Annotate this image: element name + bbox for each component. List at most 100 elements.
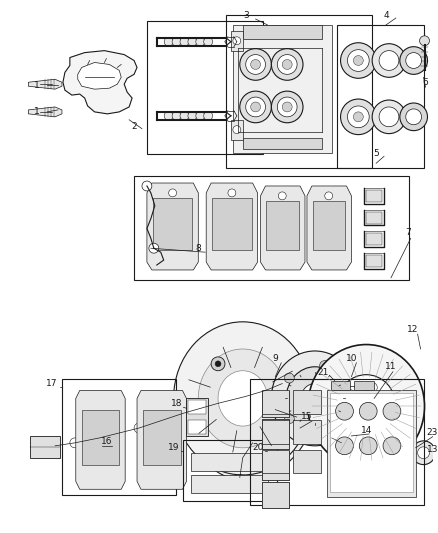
Bar bbox=[187, 398, 208, 436]
Bar bbox=[354, 381, 374, 391]
Text: 15: 15 bbox=[301, 411, 313, 421]
Bar bbox=[153, 198, 192, 250]
Circle shape bbox=[251, 60, 261, 69]
Circle shape bbox=[204, 111, 212, 120]
Ellipse shape bbox=[173, 322, 312, 475]
Circle shape bbox=[215, 361, 221, 367]
Bar bbox=[293, 391, 321, 414]
Circle shape bbox=[284, 373, 294, 383]
Bar bbox=[191, 453, 268, 471]
Circle shape bbox=[359, 402, 377, 420]
Bar bbox=[327, 391, 416, 497]
Bar bbox=[243, 25, 322, 39]
Ellipse shape bbox=[308, 344, 424, 468]
Circle shape bbox=[196, 111, 205, 120]
Text: 20: 20 bbox=[252, 443, 263, 453]
Circle shape bbox=[282, 60, 292, 69]
Circle shape bbox=[353, 55, 363, 66]
Text: 1: 1 bbox=[34, 80, 40, 90]
Circle shape bbox=[284, 414, 294, 424]
Circle shape bbox=[379, 107, 399, 127]
Circle shape bbox=[188, 37, 197, 46]
Bar bbox=[366, 212, 382, 223]
Bar bbox=[261, 423, 289, 449]
Text: 17: 17 bbox=[46, 379, 58, 388]
Text: 7: 7 bbox=[405, 228, 410, 237]
Polygon shape bbox=[63, 51, 137, 114]
Text: 16: 16 bbox=[101, 438, 112, 446]
Circle shape bbox=[412, 441, 435, 465]
Circle shape bbox=[233, 126, 241, 134]
Text: 19: 19 bbox=[168, 443, 179, 453]
Bar bbox=[366, 190, 382, 202]
Circle shape bbox=[277, 54, 297, 74]
Bar bbox=[261, 482, 289, 508]
Text: 10: 10 bbox=[346, 354, 357, 364]
Circle shape bbox=[240, 91, 272, 123]
Polygon shape bbox=[147, 183, 198, 270]
Circle shape bbox=[420, 36, 430, 46]
Bar bbox=[261, 423, 289, 449]
Text: 13: 13 bbox=[427, 445, 438, 454]
Bar bbox=[191, 475, 268, 493]
Bar bbox=[261, 419, 289, 445]
Circle shape bbox=[406, 53, 421, 68]
Polygon shape bbox=[76, 391, 125, 489]
Bar bbox=[250, 378, 424, 505]
Text: 9: 9 bbox=[272, 354, 278, 364]
Text: 18: 18 bbox=[171, 399, 182, 408]
Text: 11: 11 bbox=[385, 362, 397, 372]
Bar bbox=[30, 436, 60, 458]
Circle shape bbox=[172, 111, 181, 120]
Ellipse shape bbox=[272, 351, 358, 446]
Circle shape bbox=[180, 111, 189, 120]
Circle shape bbox=[228, 189, 236, 197]
Ellipse shape bbox=[336, 375, 396, 438]
Circle shape bbox=[211, 357, 225, 371]
Circle shape bbox=[400, 47, 427, 74]
Circle shape bbox=[336, 402, 353, 420]
Bar bbox=[313, 201, 346, 250]
Bar bbox=[331, 381, 350, 391]
Circle shape bbox=[347, 50, 369, 71]
Circle shape bbox=[282, 102, 292, 112]
Circle shape bbox=[383, 437, 401, 455]
Bar bbox=[261, 391, 289, 414]
Bar bbox=[184, 440, 277, 501]
Ellipse shape bbox=[286, 367, 343, 430]
Circle shape bbox=[251, 102, 261, 112]
Circle shape bbox=[196, 37, 205, 46]
Circle shape bbox=[240, 49, 272, 80]
Circle shape bbox=[233, 37, 241, 45]
Bar bbox=[82, 410, 119, 465]
Polygon shape bbox=[78, 62, 121, 89]
Circle shape bbox=[180, 37, 189, 46]
Circle shape bbox=[134, 423, 144, 433]
Ellipse shape bbox=[198, 349, 287, 448]
Bar bbox=[261, 455, 289, 480]
Circle shape bbox=[341, 99, 376, 135]
Text: 8: 8 bbox=[195, 244, 201, 253]
Circle shape bbox=[359, 437, 377, 455]
Circle shape bbox=[345, 390, 355, 400]
Circle shape bbox=[277, 97, 297, 117]
Bar bbox=[261, 420, 289, 444]
Text: 14: 14 bbox=[360, 425, 372, 434]
Circle shape bbox=[347, 106, 369, 128]
Ellipse shape bbox=[351, 391, 381, 422]
Bar bbox=[143, 410, 180, 465]
Circle shape bbox=[232, 474, 247, 490]
Circle shape bbox=[417, 447, 430, 459]
Text: 3: 3 bbox=[243, 11, 249, 20]
Bar bbox=[261, 450, 289, 473]
Circle shape bbox=[272, 91, 303, 123]
Bar bbox=[293, 420, 321, 444]
Circle shape bbox=[320, 360, 329, 370]
Circle shape bbox=[172, 37, 181, 46]
Circle shape bbox=[70, 438, 80, 448]
Circle shape bbox=[188, 111, 197, 120]
Circle shape bbox=[164, 111, 173, 120]
Bar bbox=[231, 120, 243, 140]
Circle shape bbox=[372, 44, 406, 77]
Circle shape bbox=[278, 192, 286, 200]
